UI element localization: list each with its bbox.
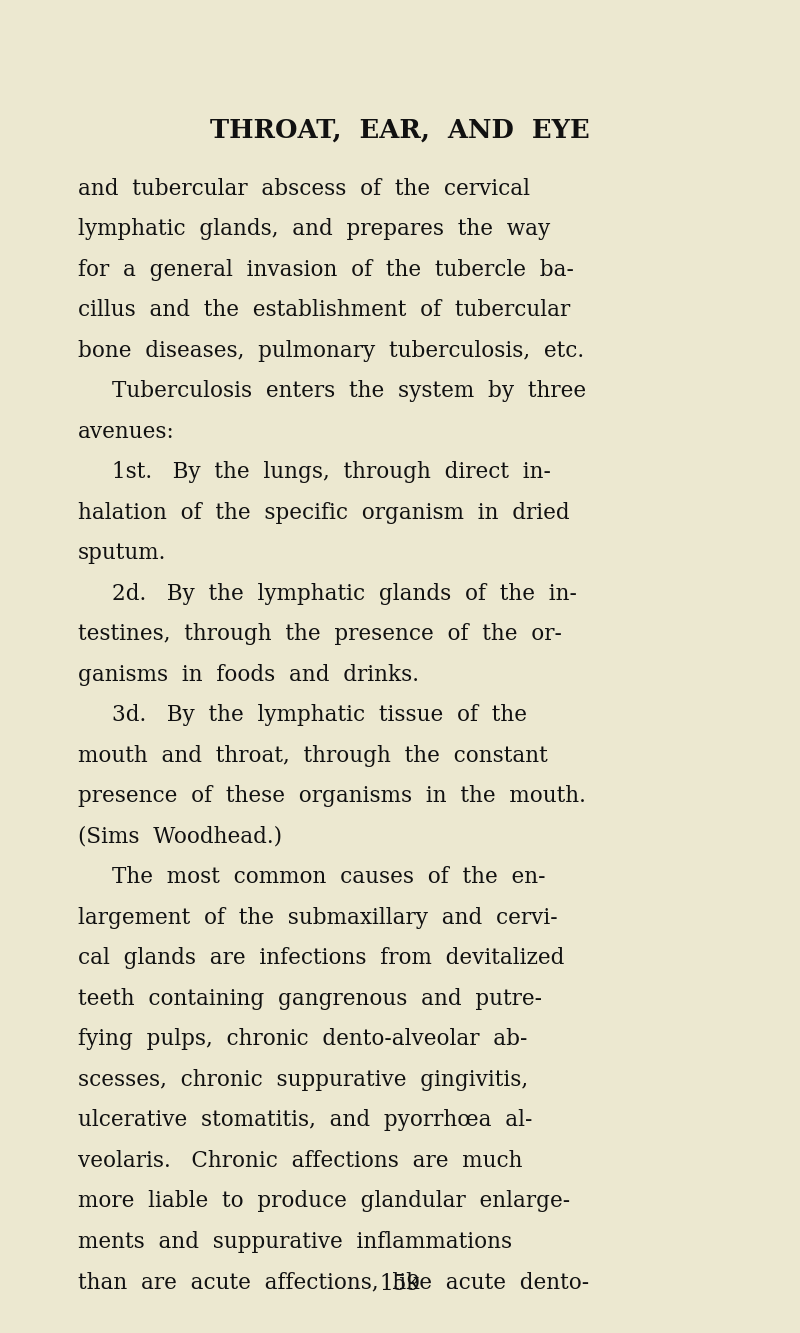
Text: testines,  through  the  presence  of  the  or-: testines, through the presence of the or… [78,624,562,645]
Text: ganisms  in  foods  and  drinks.: ganisms in foods and drinks. [78,664,419,686]
Text: and  tubercular  abscess  of  the  cervical: and tubercular abscess of the cervical [78,179,530,200]
Text: halation  of  the  specific  organism  in  dried: halation of the specific organism in dri… [78,503,570,524]
Text: ments  and  suppurative  inflammations: ments and suppurative inflammations [78,1230,512,1253]
Text: more  liable  to  produce  glandular  enlarge-: more liable to produce glandular enlarge… [78,1190,570,1213]
Text: The  most  common  causes  of  the  en-: The most common causes of the en- [112,866,546,889]
Text: sputum.: sputum. [78,543,166,564]
Text: Tuberculosis  enters  the  system  by  three: Tuberculosis enters the system by three [112,380,586,403]
Text: cal  glands  are  infections  from  devitalized: cal glands are infections from devitaliz… [78,948,564,969]
Text: cillus  and  the  establishment  of  tubercular: cillus and the establishment of tubercul… [78,300,570,321]
Text: veolaris.   Chronic  affections  are  much: veolaris. Chronic affections are much [78,1150,522,1172]
Text: bone  diseases,  pulmonary  tuberculosis,  etc.: bone diseases, pulmonary tuberculosis, e… [78,340,584,363]
Text: 1st.   By  the  lungs,  through  direct  in-: 1st. By the lungs, through direct in- [112,461,551,484]
Text: for  a  general  invasion  of  the  tubercle  ba-: for a general invasion of the tubercle b… [78,259,574,281]
Text: lymphatic  glands,  and  prepares  the  way: lymphatic glands, and prepares the way [78,219,550,240]
Text: (Sims  Woodhead.): (Sims Woodhead.) [78,826,282,848]
Text: largement  of  the  submaxillary  and  cervi-: largement of the submaxillary and cervi- [78,906,558,929]
Text: 3d.   By  the  lymphatic  tissue  of  the: 3d. By the lymphatic tissue of the [112,705,527,726]
Text: 2d.   By  the  lymphatic  glands  of  the  in-: 2d. By the lymphatic glands of the in- [112,583,577,605]
Text: THROAT,  EAR,  AND  EYE: THROAT, EAR, AND EYE [210,119,590,143]
Text: teeth  containing  gangrenous  and  putre-: teeth containing gangrenous and putre- [78,988,542,1010]
Text: mouth  and  throat,  through  the  constant: mouth and throat, through the constant [78,745,548,766]
Text: than  are  acute  affections,  like  acute  dento-: than are acute affections, like acute de… [78,1272,589,1293]
Text: scesses,  chronic  suppurative  gingivitis,: scesses, chronic suppurative gingivitis, [78,1069,528,1090]
Text: avenues:: avenues: [78,421,174,443]
Text: fying  pulps,  chronic  dento-alveolar  ab-: fying pulps, chronic dento-alveolar ab- [78,1029,527,1050]
Text: presence  of  these  organisms  in  the  mouth.: presence of these organisms in the mouth… [78,785,586,808]
Text: 159: 159 [379,1273,421,1294]
Text: ulcerative  stomatitis,  and  pyorrhœa  al-: ulcerative stomatitis, and pyorrhœa al- [78,1109,532,1132]
